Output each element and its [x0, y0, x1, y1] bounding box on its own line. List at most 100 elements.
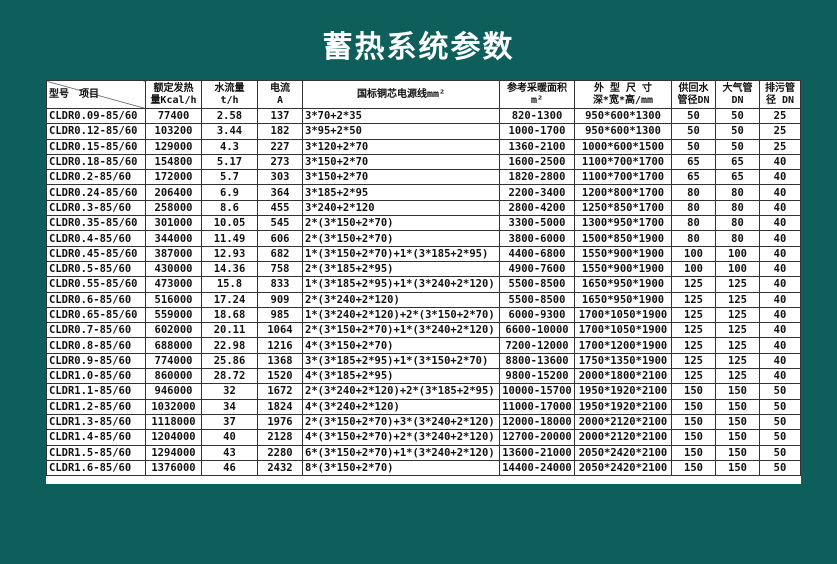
cell-heating-area: 12700-20000: [499, 429, 575, 446]
cell-model: CLDR0.45-85/60: [46, 245, 146, 262]
cell-vent-pipe: 50: [715, 107, 760, 125]
column-header-water-flow: 水流量 t/h: [201, 80, 258, 109]
table-row: CLDR0.24-85/60 206400 6.9 364 3*185+2*95 2200…: [46, 184, 801, 201]
cell-vent-pipe: 100: [715, 245, 760, 262]
cell-dimensions: 1000*600*1500: [574, 138, 672, 155]
cell-drain-pipe: 40: [759, 276, 801, 293]
cell-supply-return-pipe: 150: [671, 429, 716, 446]
cell-water-flow: 15.8: [201, 276, 258, 293]
cell-heat-output: 430000: [145, 260, 202, 278]
cell-heat-output: 172000: [145, 169, 202, 186]
table-row: CLDR1.3-85/60 1118000 37 1976 2*(3*150+2*70)…: [46, 413, 801, 431]
cell-model: CLDR0.18-85/60: [46, 153, 146, 171]
cell-model: CLDR0.5-85/60: [46, 260, 146, 278]
column-header-power-cable: 国标铜芯电源线mm²: [302, 80, 500, 109]
cell-heating-area: 2200-3400: [499, 184, 575, 201]
cell-dimensions: 1550*900*1900: [574, 260, 672, 278]
table-row: CLDR0.12-85/60 103200 3.44 182 3*95+2*50 1000…: [46, 123, 801, 140]
cell-model: CLDR0.65-85/60: [46, 306, 146, 324]
cell-heat-output: 103200: [145, 123, 202, 140]
cell-dimensions: 2000*2120*2100: [574, 413, 672, 431]
cell-power-cable: 1*(3*185+2*95)+1*(3*240+2*120): [302, 276, 500, 293]
cell-model: CLDR0.35-85/60: [46, 215, 146, 232]
cell-vent-pipe: 125: [715, 291, 760, 308]
cell-model: CLDR0.2-85/60: [46, 169, 146, 186]
cell-drain-pipe: 25: [759, 123, 801, 140]
cell-power-cable: 2*(3*185+2*95): [302, 260, 500, 278]
cell-model: CLDR0.7-85/60: [46, 322, 146, 339]
header-text: 水流量: [214, 82, 245, 94]
cell-heating-area: 1600-2500: [499, 153, 575, 171]
cell-heat-output: 860000: [145, 368, 202, 385]
header-text: 供回水: [678, 82, 709, 94]
cell-drain-pipe: 40: [759, 291, 801, 308]
cell-dimensions: 2050*2420*2100: [574, 459, 672, 477]
cell-heat-output: 1294000: [145, 444, 202, 461]
table-row: CLDR1.6-85/60 1376000 46 2432 8*(3*150+2*70)…: [46, 459, 801, 477]
table-row: CLDR0.15-85/60 129000 4.3 227 3*120+2*70 1360…: [46, 138, 801, 155]
cell-heat-output: 1376000: [145, 459, 202, 477]
cell-supply-return-pipe: 80: [671, 199, 716, 217]
cell-drain-pipe: 40: [759, 199, 801, 217]
cell-heating-area: 1820-2800: [499, 169, 575, 186]
cell-vent-pipe: 125: [715, 352, 760, 370]
cell-dimensions: 2000*1800*2100: [574, 368, 672, 385]
cell-vent-pipe: 125: [715, 337, 760, 354]
cell-model: CLDR0.3-85/60: [46, 199, 146, 217]
table-row: CLDR0.18-85/60 154800 5.17 273 3*150+2*70 160…: [46, 153, 801, 171]
cell-dimensions: 1700*1200*1900: [574, 337, 672, 354]
column-header-heat-output: 额定发热 量Kcal/h: [145, 80, 202, 109]
cell-heating-area: 7200-12000: [499, 337, 575, 354]
cell-heat-output: 301000: [145, 215, 202, 232]
cell-drain-pipe: 50: [759, 429, 801, 446]
header-text: 管径DN: [677, 94, 710, 106]
cell-supply-return-pipe: 80: [671, 215, 716, 232]
cell-dimensions: 1950*1920*2100: [574, 383, 672, 400]
header-text: 外 型 尺 寸: [593, 82, 653, 94]
cell-dimensions: 1950*1920*2100: [574, 398, 672, 415]
cell-supply-return-pipe: 150: [671, 413, 716, 431]
cell-current: 1520: [257, 368, 303, 385]
cell-water-flow: 3.44: [201, 123, 258, 140]
cell-current: 2280: [257, 444, 303, 461]
header-text: 量Kcal/h: [150, 94, 197, 106]
table-row: CLDR1.0-85/60 860000 28.72 1520 4*(3*185+2*9…: [46, 368, 801, 385]
cell-power-cable: 6*(3*150+2*70)+1*(3*240+2*120): [302, 444, 500, 461]
cell-heat-output: 206400: [145, 184, 202, 201]
cell-heating-area: 5500-8500: [499, 276, 575, 293]
cell-heat-output: 688000: [145, 337, 202, 354]
cell-drain-pipe: 40: [759, 184, 801, 201]
cell-dimensions: 1650*950*1900: [574, 276, 672, 293]
cell-current: 545: [257, 215, 303, 232]
cell-current: 1976: [257, 413, 303, 431]
cell-supply-return-pipe: 100: [671, 260, 716, 278]
cell-heating-area: 8800-13600: [499, 352, 575, 370]
cell-dimensions: 1750*1350*1900: [574, 352, 672, 370]
cell-dimensions: 2000*2120*2100: [574, 429, 672, 446]
cell-heating-area: 820-1300: [499, 107, 575, 125]
cell-power-cable: 2*(3*240+2*120): [302, 291, 500, 308]
cell-heating-area: 11000-17000: [499, 398, 575, 415]
cell-vent-pipe: 50: [715, 138, 760, 155]
cell-vent-pipe: 125: [715, 276, 760, 293]
cell-dimensions: 1650*950*1900: [574, 291, 672, 308]
cell-vent-pipe: 150: [715, 459, 760, 477]
cell-heat-output: 1118000: [145, 413, 202, 431]
cell-vent-pipe: 65: [715, 169, 760, 186]
column-header-dimensions: 外 型 尺 寸深*宽*高/mm: [574, 80, 672, 109]
cell-heat-output: 77400: [145, 107, 202, 125]
cell-current: 833: [257, 276, 303, 293]
cell-current: 1672: [257, 383, 303, 400]
cell-drain-pipe: 40: [759, 215, 801, 232]
cell-current: 455: [257, 199, 303, 217]
cell-drain-pipe: 40: [759, 306, 801, 324]
cell-supply-return-pipe: 80: [671, 230, 716, 247]
cell-water-flow: 10.05: [201, 215, 258, 232]
cell-heat-output: 129000: [145, 138, 202, 155]
cell-model: CLDR0.8-85/60: [46, 337, 146, 354]
cell-current: 909: [257, 291, 303, 308]
cell-drain-pipe: 40: [759, 245, 801, 262]
cell-water-flow: 40: [201, 429, 258, 446]
cell-water-flow: 17.24: [201, 291, 258, 308]
cell-heating-area: 1360-2100: [499, 138, 575, 155]
